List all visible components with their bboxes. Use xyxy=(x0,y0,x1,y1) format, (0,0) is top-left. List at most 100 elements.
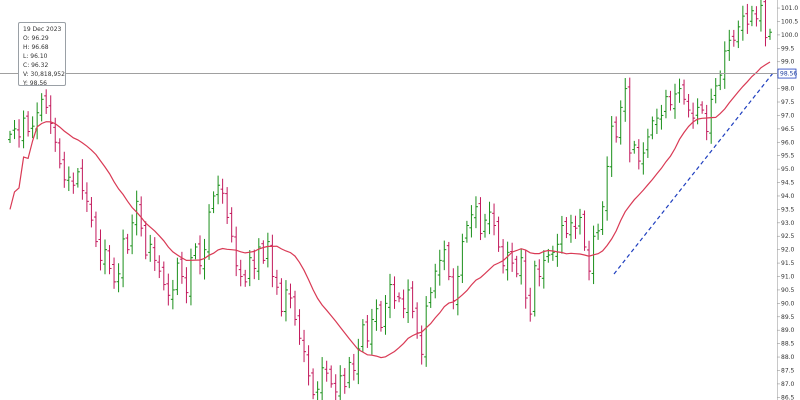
ohlc-bar xyxy=(731,29,736,47)
ohlc-bar xyxy=(279,278,284,317)
ohlc-bar xyxy=(188,248,193,306)
ohlc-bar xyxy=(668,90,673,111)
y-tick-label: 92.5 xyxy=(781,233,795,240)
ohlc-bar xyxy=(722,41,727,89)
y-tick-label: 95.5 xyxy=(781,153,795,160)
ohlc-bar xyxy=(713,78,718,104)
ohlc-bar xyxy=(306,345,311,386)
ohlc-bar xyxy=(618,100,623,145)
ohlc-bar xyxy=(329,365,334,388)
ohlc-bar xyxy=(243,269,248,287)
ohlc-bar xyxy=(473,196,478,229)
ohlc-bar xyxy=(673,83,677,119)
ohlc-bar xyxy=(727,29,732,61)
ohlc-bar xyxy=(686,93,691,118)
ohlc-bar xyxy=(184,267,189,304)
ohlc-bar xyxy=(691,102,696,129)
ohlc-tooltip: 19 Dec 2023 O: 96.29 H: 96.68 L: 96.10 C… xyxy=(18,22,66,87)
ohlc-bar xyxy=(121,229,126,288)
ohlc-bar xyxy=(636,139,641,170)
tooltip-high: H: 96.68 xyxy=(23,44,49,51)
ohlc-bar xyxy=(356,338,361,385)
ohlc-bar xyxy=(107,245,112,275)
ohlc-bar xyxy=(709,88,714,144)
ohlc-bar xyxy=(351,353,356,381)
ohlc-bar xyxy=(627,77,632,163)
y-tick-label: 97.5 xyxy=(781,99,795,106)
ohlc-bar xyxy=(26,111,31,137)
ohlc-bar xyxy=(437,249,442,286)
ohlc-bar xyxy=(614,116,619,143)
ohlc-bar xyxy=(125,233,130,254)
ohlc-bar xyxy=(641,142,646,175)
ohlc-bar xyxy=(48,95,53,134)
tooltip-y-value: Y: 98.56 xyxy=(23,80,47,87)
ohlc-bar xyxy=(704,104,709,141)
ohlc-bar xyxy=(496,216,501,252)
ohlc-bar xyxy=(378,300,383,332)
ohlc-bar xyxy=(754,6,759,27)
ohlc-bar xyxy=(288,283,293,309)
y-tick-label: 96.0 xyxy=(781,139,795,146)
ohlc-bar xyxy=(342,368,347,394)
ohlc-bar xyxy=(428,287,433,308)
y-tick-label: 95.0 xyxy=(781,166,795,173)
ohlc-bar xyxy=(663,89,668,119)
ohlc-bar xyxy=(256,238,261,281)
ohlc-bar xyxy=(103,239,107,275)
ohlc-bar xyxy=(587,240,592,281)
ohlc-bar xyxy=(550,245,555,261)
ohlc-bar xyxy=(392,276,397,309)
ohlc-bar xyxy=(505,241,510,281)
ohlc-bar xyxy=(758,0,763,32)
y-tick-label: 87.5 xyxy=(781,367,795,374)
y-tick-label: 89.0 xyxy=(781,327,795,334)
y-tick-label: 91.5 xyxy=(781,260,795,267)
ohlc-bar xyxy=(71,172,76,194)
ohlc-bar xyxy=(654,108,659,134)
ohlc-bar xyxy=(220,178,225,204)
ohlc-bar xyxy=(433,263,438,299)
tooltip-date: 19 Dec 2023 xyxy=(23,26,62,33)
ohlc-bar xyxy=(179,251,184,284)
ohlc-bar xyxy=(573,215,578,239)
ohlc-bar xyxy=(302,329,307,363)
ohlc-bar xyxy=(360,319,365,353)
ohlc-bar xyxy=(483,213,487,238)
tooltip-open: O: 96.29 xyxy=(23,35,49,42)
ohlc-bar xyxy=(216,175,221,205)
ohlc-bar xyxy=(469,205,474,238)
y-tick-label: 93.5 xyxy=(781,206,795,213)
y-tick-label: 94.5 xyxy=(781,180,795,187)
ohlc-bar xyxy=(578,208,582,235)
ohlc-bar xyxy=(229,207,234,243)
ohlc-bar xyxy=(225,187,230,224)
y-tick-label: 91.0 xyxy=(781,274,795,281)
ohlc-bar xyxy=(297,309,302,345)
ohlc-bar xyxy=(265,232,270,268)
y-tick-label: 89.5 xyxy=(781,314,795,321)
ohlc-bar xyxy=(75,168,80,188)
ohlc-bar xyxy=(62,151,67,188)
ohlc-bar xyxy=(537,259,542,287)
ohlc-bar xyxy=(749,5,754,27)
ohlc-bar xyxy=(66,166,71,192)
ohlc-bar xyxy=(293,290,297,326)
ohlc-bar xyxy=(650,116,655,140)
ohlc-bar xyxy=(116,263,121,293)
y-tick-label: 90.5 xyxy=(781,287,795,294)
ohlc-bar xyxy=(84,182,89,212)
tooltip-low: L: 96.10 xyxy=(23,53,48,60)
y-tick-label: 101.0 xyxy=(781,5,798,12)
ohlc-bar xyxy=(315,381,320,400)
ohlc-bar xyxy=(148,234,153,262)
ohlc-bar xyxy=(93,211,98,248)
ohlc-bar xyxy=(365,315,370,348)
ohlc-bar xyxy=(645,128,650,158)
y-tick-label: 92.0 xyxy=(781,247,795,254)
tooltip-close: C: 96.32 xyxy=(23,62,49,69)
ohlc-bar xyxy=(523,250,528,309)
ohlc-bar xyxy=(324,360,329,382)
ohlc-bar xyxy=(170,279,175,310)
